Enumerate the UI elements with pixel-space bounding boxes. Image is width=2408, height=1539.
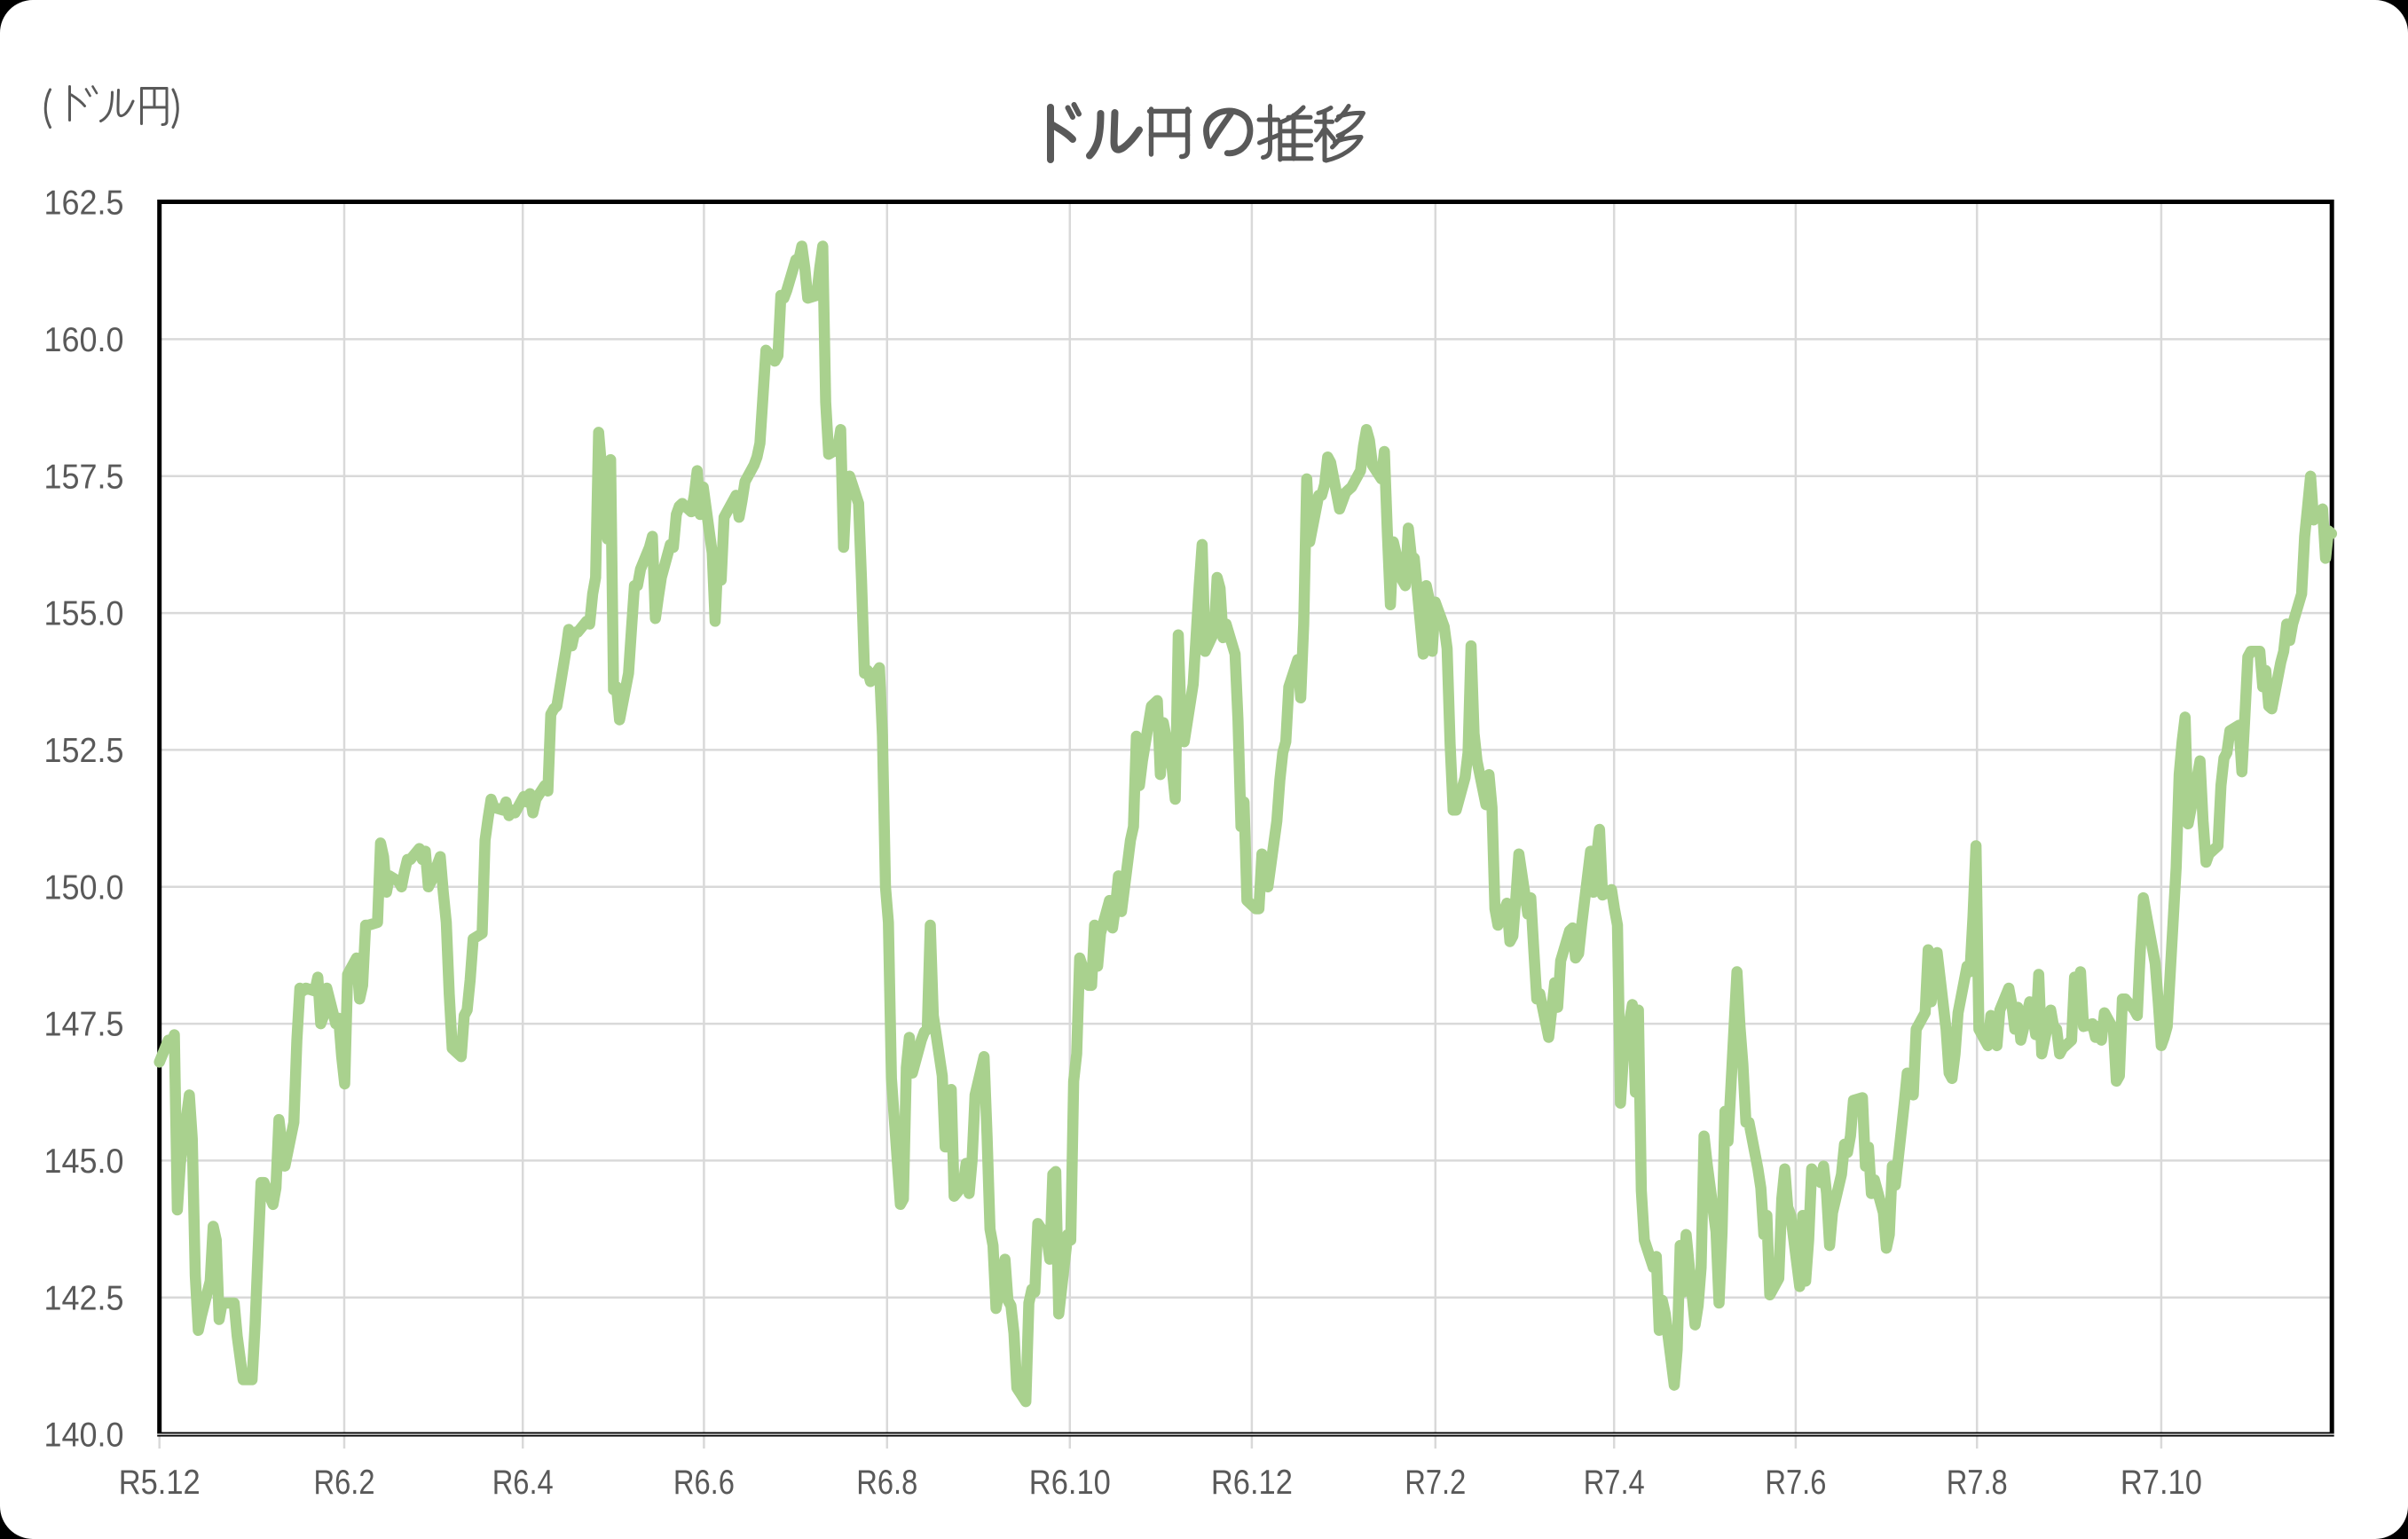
svg-text:R6.2: R6.2 xyxy=(314,1464,375,1502)
svg-text:R7.2: R7.2 xyxy=(1405,1464,1466,1502)
svg-text:R6.6: R6.6 xyxy=(673,1464,735,1502)
svg-text:R7.10: R7.10 xyxy=(2121,1464,2202,1502)
svg-text:145.0: 145.0 xyxy=(44,1142,124,1181)
svg-text:R7.6: R7.6 xyxy=(1765,1464,1826,1502)
svg-text:R7.8: R7.8 xyxy=(1947,1464,2008,1502)
svg-text:147.5: 147.5 xyxy=(44,1006,124,1044)
svg-text:142.5: 142.5 xyxy=(44,1279,124,1317)
svg-text:R6.4: R6.4 xyxy=(492,1464,554,1502)
svg-text:R7.4: R7.4 xyxy=(1584,1464,1645,1502)
svg-text:160.0: 160.0 xyxy=(44,321,124,359)
svg-text:R6.12: R6.12 xyxy=(1211,1464,1293,1502)
svg-text:152.5: 152.5 xyxy=(44,732,124,770)
svg-text:R6.10: R6.10 xyxy=(1029,1464,1111,1502)
svg-text:155.0: 155.0 xyxy=(44,595,124,633)
svg-text:R5.12: R5.12 xyxy=(119,1464,201,1502)
svg-text:162.5: 162.5 xyxy=(44,185,124,223)
svg-text:150.0: 150.0 xyxy=(44,868,124,907)
svg-text:140.0: 140.0 xyxy=(44,1417,124,1455)
svg-text:R6.8: R6.8 xyxy=(856,1464,917,1502)
svg-text:157.5: 157.5 xyxy=(44,458,124,496)
